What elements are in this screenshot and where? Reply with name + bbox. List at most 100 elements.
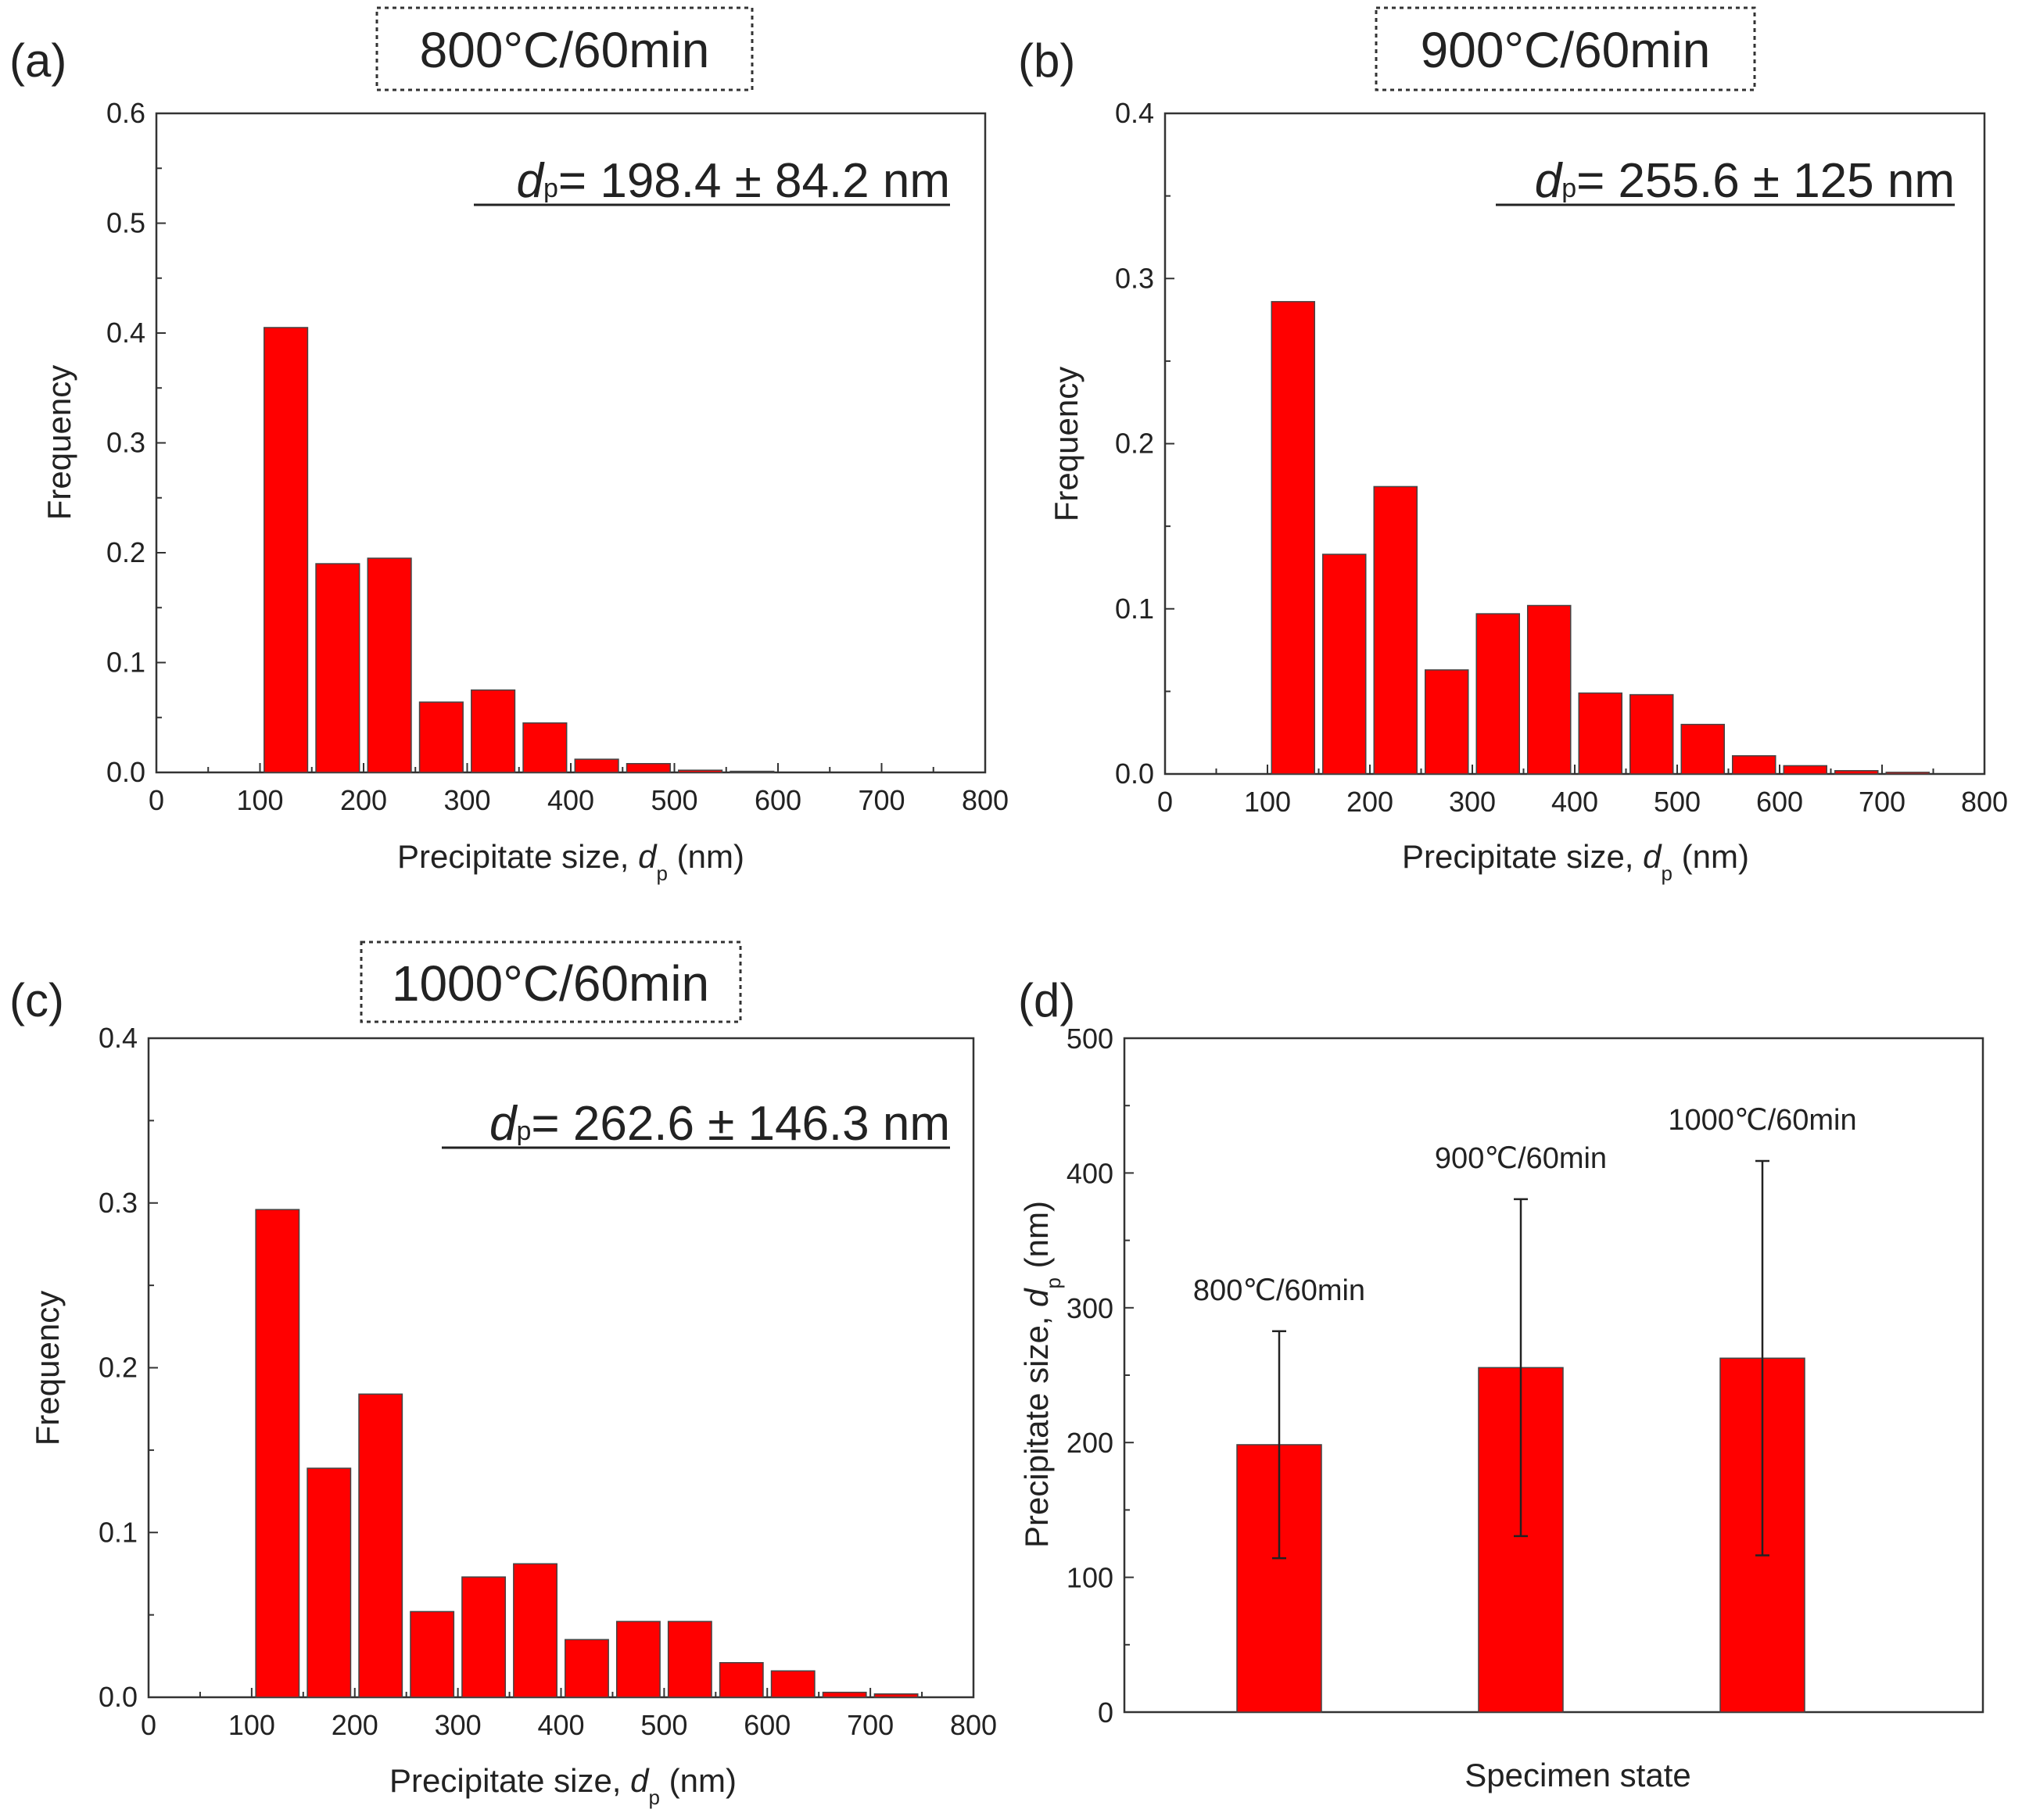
histogram-bar (513, 1563, 557, 1698)
histogram-bar (1834, 770, 1879, 775)
histogram-bar (770, 1670, 816, 1698)
histogram-bar (574, 758, 619, 773)
y-label-symbol: d (1018, 1288, 1055, 1307)
panel-label: (b) (1018, 34, 1075, 87)
histogram-bar (522, 722, 568, 773)
stat-symbol: d (517, 154, 546, 208)
histogram-bar (367, 557, 412, 773)
category-label: 800℃/60min (1193, 1274, 1365, 1307)
x-label-suffix: (nm) (660, 1762, 737, 1799)
x-tick-label: 300 (1449, 786, 1496, 818)
y-tick-label: 0.0 (1115, 758, 1154, 790)
x-label-suffix: (nm) (668, 838, 744, 875)
histogram-bar (1680, 723, 1726, 775)
stat-symbol: d (1535, 154, 1564, 208)
x-tick-label: 800 (950, 1709, 997, 1741)
histogram-bar (1321, 554, 1367, 775)
y-label-suffix: (nm) (1018, 1201, 1055, 1277)
chart-title: 800°C/60min (420, 22, 710, 78)
x-tick-label: 500 (1654, 786, 1701, 818)
y-tick-label: 0.0 (99, 1681, 138, 1713)
x-tick-label: 0 (1157, 786, 1173, 818)
x-tick-label: 200 (332, 1709, 378, 1741)
title-box (360, 940, 742, 1023)
histogram-bar (461, 1576, 507, 1698)
panel-a: (a) 800°C/60min 0 100 200 300 400 500 600 700 80… (9, 6, 1009, 885)
x-label-suffix: (nm) (1672, 838, 1749, 875)
panel-label: (d) (1018, 974, 1075, 1026)
x-ticks: 0 100 200 300 400 500 600 700 800 (1157, 765, 2008, 818)
x-label-symbol: d (1643, 838, 1662, 875)
histogram-bar (255, 1209, 300, 1698)
stat-value: = 198.4 ± 84.2 nm (558, 154, 950, 208)
x-label-subscript: p (1662, 862, 1672, 885)
y-tick-label: 0.6 (106, 97, 145, 129)
y-tick-label: 0.3 (106, 427, 145, 459)
y-tick-label: 200 (1067, 1427, 1113, 1459)
x-tick-label: 500 (651, 784, 697, 816)
x-axis-label: Precipitate size, dp (nm) (397, 838, 744, 885)
bars (255, 1209, 919, 1698)
x-tick-label: 400 (537, 1709, 584, 1741)
title-box (375, 6, 754, 91)
panel-b: (b) 900°C/60min 0 100 200 300 400 500 600 700 80… (1018, 6, 2008, 885)
histogram-bar (1731, 755, 1776, 775)
x-tick-label: 700 (847, 1709, 894, 1741)
histogram-bar (307, 1467, 352, 1698)
y-tick-label: 300 (1067, 1292, 1113, 1324)
x-label-subscript: p (649, 1786, 660, 1809)
x-ticks: 0 100 200 300 400 500 600 700 800 (141, 1688, 997, 1741)
x-axis-label: Specimen state (1465, 1757, 1691, 1793)
x-tick-label: 100 (1244, 786, 1291, 818)
x-tick-label: 200 (340, 784, 387, 816)
y-tick-label: 0.3 (99, 1187, 138, 1219)
x-label-prefix: Precipitate size, (1402, 838, 1643, 875)
x-ticks: 0 100 200 300 400 500 600 700 800 (149, 763, 1009, 816)
x-tick-label: 100 (236, 784, 283, 816)
y-axis-label: Precipitate size, dp (nm) (1018, 1201, 1065, 1548)
y-ticks: 0.0 0.1 0.2 0.3 0.4 (99, 1022, 158, 1713)
stat-symbol: d (489, 1097, 518, 1151)
histogram-bar (678, 769, 723, 773)
histogram-bar (418, 701, 464, 773)
chart-title: 1000°C/60min (392, 955, 709, 1012)
category-label: 1000℃/60min (1668, 1104, 1856, 1137)
stat-subscript: p (1561, 174, 1576, 203)
y-tick-label: 0.3 (1115, 262, 1154, 294)
y-tick-label: 0.2 (99, 1352, 138, 1384)
y-tick-label: 0.1 (106, 647, 145, 679)
x-tick-label: 800 (1961, 786, 2008, 818)
stat-subscript: p (543, 174, 558, 203)
y-tick-label: 0 (1098, 1696, 1113, 1729)
x-tick-label: 700 (858, 784, 905, 816)
y-label-prefix: Precipitate size, (1018, 1307, 1055, 1548)
y-tick-label: 0.0 (106, 756, 145, 788)
histogram-bar (1373, 485, 1418, 775)
x-axis-label: Precipitate size, dp (nm) (1402, 838, 1749, 885)
stat-annotation: dp= 255.6 ± 125 nm (1535, 154, 1955, 208)
x-axis-label: Precipitate size, dp (nm) (389, 1762, 737, 1809)
y-ticks: 0.0 0.1 0.2 0.3 0.4 0.5 0.6 (106, 97, 166, 788)
bars (1271, 301, 1931, 775)
stat-annotation: dp= 198.4 ± 84.2 nm (517, 154, 951, 208)
x-tick-label: 200 (1346, 786, 1393, 818)
histogram-bar (565, 1639, 609, 1698)
bars (264, 327, 775, 773)
x-tick-label: 600 (1756, 786, 1803, 818)
y-tick-label: 0.2 (1115, 428, 1154, 460)
x-tick-label: 800 (962, 784, 1009, 816)
x-tick-label: 300 (435, 1709, 482, 1741)
y-axis-label: Frequency (29, 1291, 66, 1446)
histogram-bar (822, 1691, 867, 1698)
histogram-bar (719, 1661, 764, 1698)
y-ticks: 0.0 0.1 0.2 0.3 0.4 (1115, 97, 1174, 790)
title-box (1375, 6, 1756, 91)
y-axis-label: Frequency (41, 365, 77, 520)
stat-subscript: p (517, 1116, 532, 1146)
histogram-bar (1526, 604, 1572, 775)
panel-label: (a) (9, 34, 66, 87)
panel-d: (d) 800℃/60min 900℃/60min 1000℃/60min 0 100… (1018, 974, 1984, 1793)
y-tick-label: 400 (1067, 1157, 1113, 1189)
y-tick-label: 100 (1067, 1562, 1113, 1594)
